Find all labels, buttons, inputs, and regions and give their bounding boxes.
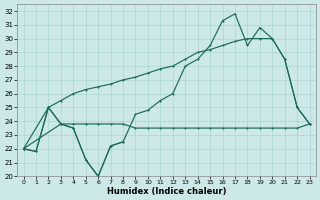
- X-axis label: Humidex (Indice chaleur): Humidex (Indice chaleur): [107, 187, 226, 196]
